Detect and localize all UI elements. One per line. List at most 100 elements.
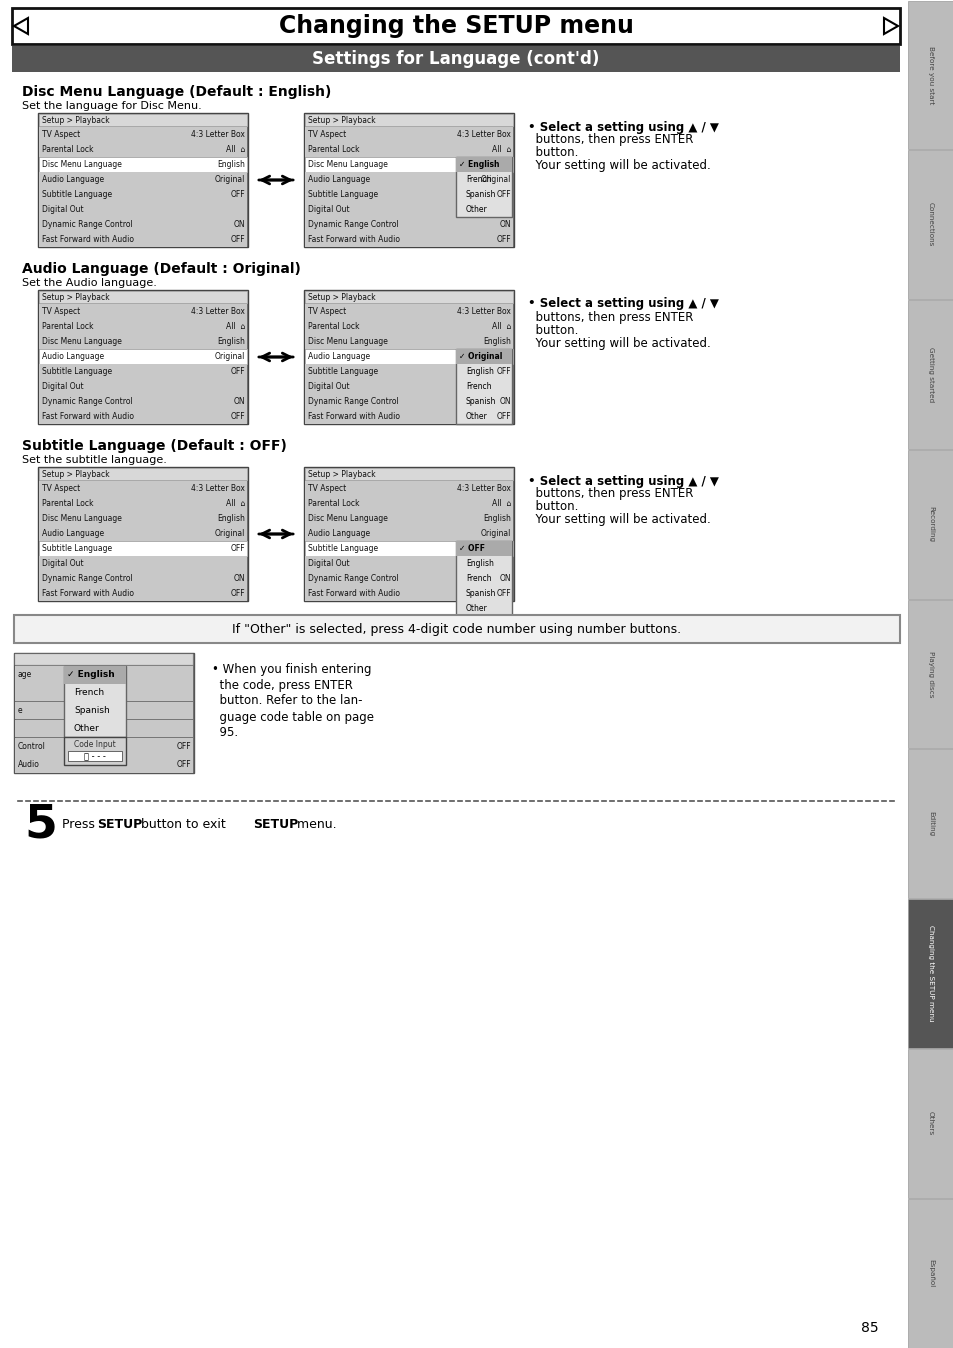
FancyBboxPatch shape — [15, 685, 193, 701]
Text: ON: ON — [233, 574, 245, 582]
Text: ON: ON — [233, 220, 245, 229]
Text: Parental Lock: Parental Lock — [308, 499, 359, 508]
FancyBboxPatch shape — [304, 290, 514, 425]
Text: Digital Out: Digital Out — [308, 205, 349, 214]
FancyBboxPatch shape — [907, 749, 952, 898]
FancyBboxPatch shape — [305, 319, 513, 334]
FancyBboxPatch shape — [39, 395, 247, 408]
FancyBboxPatch shape — [39, 217, 247, 232]
Text: French: French — [465, 175, 491, 183]
Text: Fast Forward with Audio: Fast Forward with Audio — [308, 412, 399, 421]
Text: TV Aspect: TV Aspect — [42, 129, 80, 139]
Text: All  ⌂: All ⌂ — [491, 499, 511, 508]
Text: ✓ English: ✓ English — [458, 160, 499, 168]
Text: Fast Forward with Audio: Fast Forward with Audio — [308, 589, 399, 599]
FancyBboxPatch shape — [456, 156, 512, 173]
Text: SETUP: SETUP — [97, 818, 142, 832]
Text: OFF: OFF — [230, 545, 245, 553]
Text: Original: Original — [214, 352, 245, 361]
Text: OFF: OFF — [496, 589, 511, 599]
FancyBboxPatch shape — [39, 481, 247, 496]
Text: 5: 5 — [24, 802, 57, 848]
Text: 4:3 Letter Box: 4:3 Letter Box — [191, 129, 245, 139]
Text: Original: Original — [480, 528, 511, 538]
FancyBboxPatch shape — [39, 586, 247, 601]
FancyBboxPatch shape — [39, 572, 247, 585]
FancyBboxPatch shape — [15, 755, 193, 772]
Text: ON: ON — [498, 398, 511, 406]
Text: Changing the SETUP menu: Changing the SETUP menu — [278, 13, 633, 38]
Text: ✓ English: ✓ English — [67, 670, 114, 679]
Text: Disc Menu Language (Default : English): Disc Menu Language (Default : English) — [22, 85, 331, 98]
Text: Digital Out: Digital Out — [42, 381, 84, 391]
Text: 4:3 Letter Box: 4:3 Letter Box — [456, 129, 511, 139]
Text: Disc Menu Language: Disc Menu Language — [42, 514, 122, 523]
FancyBboxPatch shape — [64, 737, 126, 766]
Text: Fast Forward with Audio: Fast Forward with Audio — [42, 412, 133, 421]
FancyBboxPatch shape — [39, 334, 247, 349]
FancyBboxPatch shape — [456, 349, 512, 364]
Text: All  ⌂: All ⌂ — [226, 499, 245, 508]
Text: Subtitle Language: Subtitle Language — [42, 190, 112, 200]
FancyBboxPatch shape — [304, 466, 514, 601]
Text: Playing discs: Playing discs — [927, 651, 933, 697]
Text: button.: button. — [527, 500, 578, 514]
Text: Set the Audio language.: Set the Audio language. — [22, 278, 156, 288]
Text: Other: Other — [465, 604, 487, 613]
Text: button to exit: button to exit — [137, 818, 230, 832]
FancyBboxPatch shape — [305, 410, 513, 423]
Text: English: English — [217, 514, 245, 523]
FancyBboxPatch shape — [305, 217, 513, 232]
FancyBboxPatch shape — [38, 466, 248, 601]
Text: 4:3 Letter Box: 4:3 Letter Box — [456, 307, 511, 315]
FancyBboxPatch shape — [14, 615, 899, 643]
Text: Original: Original — [214, 528, 245, 538]
FancyBboxPatch shape — [15, 666, 193, 683]
Text: Digital Out: Digital Out — [308, 381, 349, 391]
FancyBboxPatch shape — [456, 349, 512, 425]
Text: OFF: OFF — [176, 741, 191, 751]
FancyBboxPatch shape — [305, 334, 513, 349]
FancyBboxPatch shape — [305, 127, 513, 142]
Text: Parental Lock: Parental Lock — [308, 322, 359, 332]
Text: Subtitle Language: Subtitle Language — [308, 190, 377, 200]
Text: Original: Original — [214, 175, 245, 183]
FancyBboxPatch shape — [305, 173, 513, 187]
FancyBboxPatch shape — [12, 46, 899, 71]
Text: TV Aspect: TV Aspect — [308, 129, 346, 139]
Text: 85: 85 — [861, 1321, 878, 1335]
Text: ⎖ - - -: ⎖ - - - — [84, 752, 106, 762]
Text: French: French — [74, 689, 104, 697]
Text: Setup > Playback: Setup > Playback — [42, 116, 110, 125]
Text: French: French — [465, 381, 491, 391]
FancyBboxPatch shape — [907, 1198, 952, 1348]
Text: buttons, then press ENTER: buttons, then press ENTER — [527, 310, 693, 324]
FancyBboxPatch shape — [38, 113, 248, 247]
Text: e: e — [18, 706, 23, 714]
Text: menu.: menu. — [293, 818, 336, 832]
Text: Fast Forward with Audio: Fast Forward with Audio — [308, 235, 399, 244]
FancyBboxPatch shape — [39, 349, 247, 364]
Text: Recording: Recording — [927, 506, 933, 542]
Text: OFF: OFF — [230, 190, 245, 200]
FancyBboxPatch shape — [456, 156, 512, 217]
FancyBboxPatch shape — [39, 364, 247, 379]
FancyBboxPatch shape — [39, 557, 247, 570]
Text: All  ⌂: All ⌂ — [491, 322, 511, 332]
Text: Fast Forward with Audio: Fast Forward with Audio — [42, 589, 133, 599]
Text: Dynamic Range Control: Dynamic Range Control — [308, 398, 398, 406]
FancyBboxPatch shape — [15, 720, 193, 737]
Text: Your setting will be activated.: Your setting will be activated. — [527, 337, 710, 349]
Text: button. Refer to the lan-: button. Refer to the lan- — [212, 694, 362, 708]
Text: English: English — [217, 160, 245, 168]
FancyBboxPatch shape — [907, 301, 952, 449]
Text: Getting started: Getting started — [927, 346, 933, 402]
Text: Code Input: Code Input — [74, 740, 115, 749]
FancyBboxPatch shape — [39, 187, 247, 202]
FancyBboxPatch shape — [305, 481, 513, 496]
Text: English: English — [465, 559, 494, 568]
Text: Disc Menu Language: Disc Menu Language — [308, 160, 388, 168]
Text: Audio Language: Audio Language — [42, 175, 104, 183]
Text: Audio Language: Audio Language — [42, 352, 104, 361]
FancyBboxPatch shape — [39, 319, 247, 334]
